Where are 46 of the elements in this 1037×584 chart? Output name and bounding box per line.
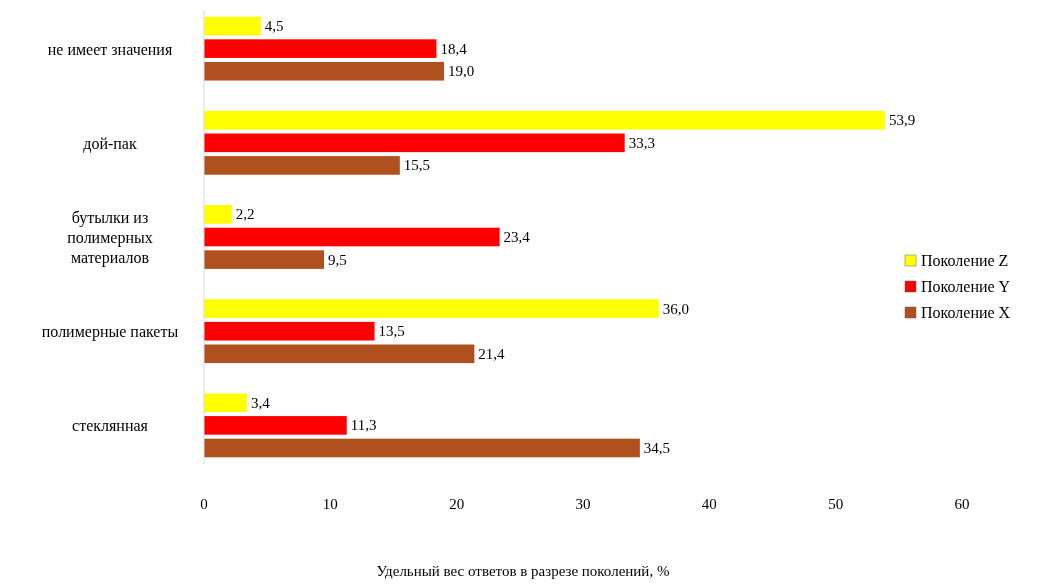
bar [204, 393, 247, 413]
bar [204, 438, 640, 458]
y-tick-label: стеклянная [72, 417, 149, 435]
legend-label: Поколение X [921, 304, 1011, 321]
bar [204, 321, 375, 341]
x-tick-label: 10 [322, 496, 338, 512]
bar [204, 156, 400, 175]
x-tick-label: 0 [200, 496, 208, 512]
data-label: 4,5 [264, 18, 284, 35]
bar [204, 205, 232, 224]
data-label: 53,9 [888, 112, 916, 129]
legend-label: Поколение Z [921, 252, 1009, 269]
bar [204, 39, 437, 58]
x-axis-title: Удельный вес ответов в разрезе поколений, % [376, 563, 670, 579]
data-label: 2,2 [235, 206, 255, 223]
bar [204, 133, 625, 153]
data-label: 23,4 [503, 229, 531, 245]
bar [204, 16, 261, 36]
data-label: 34,5 [643, 439, 671, 456]
data-label: 21,4 [478, 345, 506, 362]
bar [204, 299, 659, 318]
data-label: 33,3 [628, 134, 655, 151]
bar [204, 227, 500, 247]
bar [204, 344, 475, 364]
data-label: 19,0 [448, 63, 475, 80]
x-tick-label: 30 [575, 496, 591, 512]
bar [204, 416, 347, 435]
data-label: 15,5 [403, 157, 431, 174]
x-tick-label: 50 [828, 496, 844, 512]
bar [204, 61, 445, 81]
data-label: 9,5 [328, 251, 347, 268]
data-label: 3,4 [250, 394, 271, 411]
data-label: 18,4 [440, 40, 468, 57]
y-tick-label: полимерные пакеты [41, 323, 179, 342]
y-tick-label: бутылки из полимерных материалов [67, 209, 153, 267]
bar [204, 110, 885, 130]
x-tick-label: 60 [954, 496, 970, 512]
legend-label: Поколение Y [921, 278, 1011, 295]
x-tick-label: 20 [449, 496, 465, 512]
bar [204, 250, 325, 269]
data-label: 13,5 [378, 323, 405, 340]
data-label: 11,3 [350, 417, 377, 434]
y-tick-label: дой-пак [83, 134, 137, 153]
y-tick-label: не имеет значения [47, 40, 173, 58]
x-tick-label: 40 [701, 496, 717, 512]
data-label: 36,0 [662, 300, 690, 317]
